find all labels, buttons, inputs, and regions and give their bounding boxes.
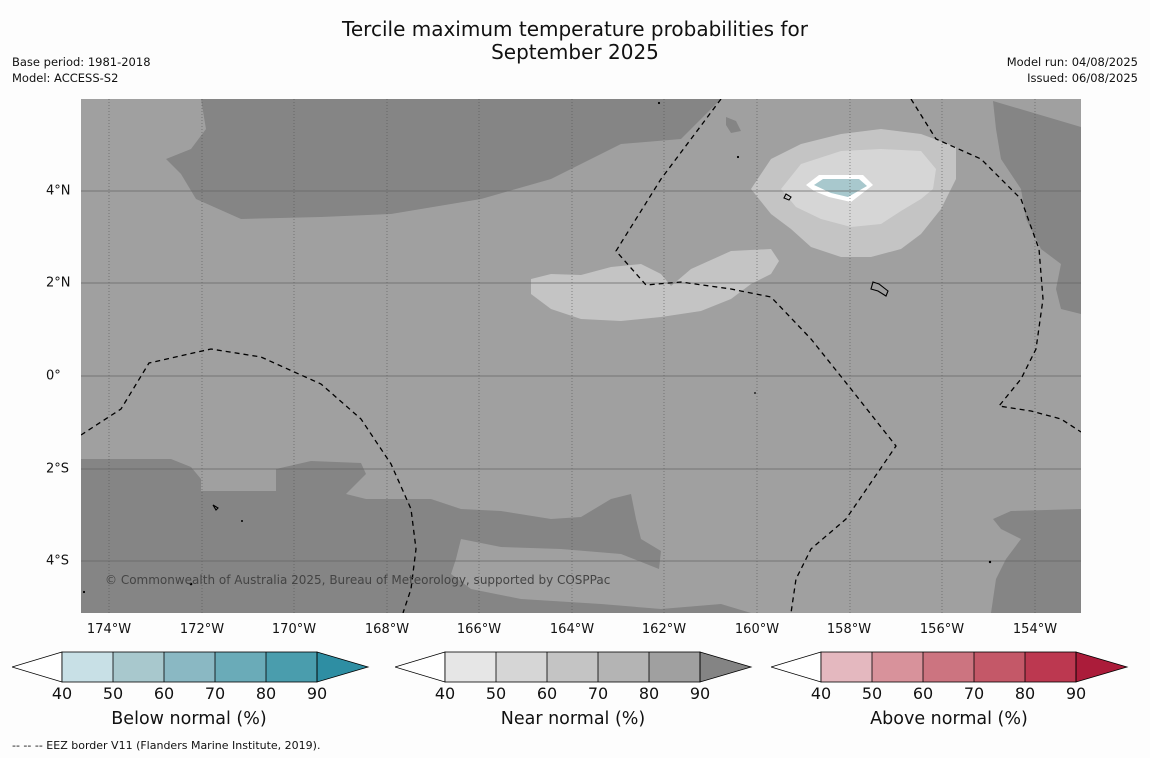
map-svg <box>81 99 1081 613</box>
latitude-lines <box>81 190 1081 562</box>
cb-near-title: Near normal (%) <box>500 709 646 729</box>
cb-above-tick: 40 <box>810 684 832 703</box>
title-line-1: Tercile maximum temperature probabilitie… <box>342 17 808 41</box>
cb-below-title: Below normal (%) <box>111 709 267 729</box>
meta-right: Model run: 04/08/2025 Issued: 06/08/2025 <box>1007 54 1138 86</box>
probability-map: © Commonwealth of Australia 2025, Bureau… <box>81 99 1081 613</box>
cb-below-swatch <box>113 652 164 682</box>
lon-label: 162°W <box>641 622 687 637</box>
cb-below-swatch <box>164 652 215 682</box>
islet-4 <box>189 582 193 586</box>
island-3 <box>212 504 219 511</box>
lon-label: 154°W <box>1012 622 1058 637</box>
lon-label: 170°W <box>271 622 317 637</box>
dark-region-east <box>993 101 1081 314</box>
meta-left: Base period: 1981-2018 Model: ACCESS-S2 <box>12 54 151 86</box>
cb-above-swatch <box>821 652 872 682</box>
cb-above-arrow-right <box>1075 651 1129 683</box>
islet-3 <box>754 392 756 394</box>
eez-borders <box>81 99 1081 613</box>
lat-label: 2°N <box>46 275 71 291</box>
cb-above-swatch <box>872 652 923 682</box>
cb-near-arrow-right <box>699 651 753 683</box>
cb-near-tick: 40 <box>434 684 456 703</box>
cb-near-tick: 50 <box>485 684 507 703</box>
colorbar-near-normal <box>395 651 753 683</box>
cb-below-tick: 70 <box>204 684 226 703</box>
lat-label: 4°N <box>46 183 71 199</box>
cb-near-arrow-left <box>395 651 446 683</box>
cb-below-arrow-right <box>316 651 370 683</box>
lon-label: 172°W <box>179 622 225 637</box>
eez-border-west <box>81 348 417 613</box>
cb-below-swatch <box>62 652 113 682</box>
eez-footnote: -- -- -- EEZ border V11 (Flanders Marine… <box>12 739 321 752</box>
issued-text: Issued: 06/08/2025 <box>1027 71 1138 85</box>
islands <box>212 193 889 511</box>
cb-above-tick: 60 <box>912 684 934 703</box>
cb-above-swatch <box>923 652 974 682</box>
lon-label: 164°W <box>549 622 595 637</box>
dark-region-north-islet <box>726 117 741 133</box>
cb-above-tick: 90 <box>1065 684 1087 703</box>
cb-below-swatch <box>215 652 266 682</box>
islet-5 <box>241 520 243 522</box>
cb-near-swatch <box>496 652 547 682</box>
dark-region-south <box>81 459 751 613</box>
cb-below-swatch <box>266 652 317 682</box>
cb-below-tick: 90 <box>306 684 328 703</box>
cb-near-tick: 90 <box>689 684 711 703</box>
cb-below-arrow-left <box>12 651 63 683</box>
title-line-2: September 2025 <box>491 40 659 64</box>
eez-border-east <box>910 99 1081 433</box>
cb-above-tick: 80 <box>1014 684 1036 703</box>
islet-2 <box>736 155 740 159</box>
lat-label: 4°S <box>46 553 70 569</box>
light-region-center <box>531 249 779 321</box>
cb-above-tick: 70 <box>963 684 985 703</box>
chart-title: Tercile maximum temperature probabilitie… <box>0 18 1150 64</box>
cb-above-title: Above normal (%) <box>870 709 1028 729</box>
lon-label: 160°W <box>734 622 780 637</box>
dark-region-north <box>166 99 721 219</box>
cb-near-tick: 60 <box>536 684 558 703</box>
cb-below-tick: 80 <box>255 684 277 703</box>
eez-border-center <box>615 99 897 613</box>
cb-near-tick: 80 <box>638 684 660 703</box>
cb-near-swatch <box>445 652 496 682</box>
island-2 <box>870 281 889 297</box>
lon-label: 174°W <box>86 622 132 637</box>
cb-below-tick: 60 <box>153 684 175 703</box>
cb-above-swatch <box>974 652 1025 682</box>
lon-label: 158°W <box>826 622 872 637</box>
model-text: Model: ACCESS-S2 <box>12 71 119 85</box>
lat-label: 2°S <box>46 461 70 477</box>
below-normal-patch-inner <box>814 179 867 197</box>
cb-near-swatch <box>547 652 598 682</box>
lon-label: 168°W <box>364 622 410 637</box>
cb-near-tick: 70 <box>587 684 609 703</box>
cb-above-arrow-left <box>771 651 822 683</box>
model-run-text: Model run: 04/08/2025 <box>1006 55 1138 69</box>
cb-above-tick: 50 <box>861 684 883 703</box>
islet-1 <box>657 101 661 105</box>
cb-above-swatch <box>1025 652 1076 682</box>
lon-label: 166°W <box>456 622 502 637</box>
copyright-notice: © Commonwealth of Australia 2025, Bureau… <box>105 573 611 587</box>
colorbar-below-normal <box>12 651 370 683</box>
cb-near-swatch <box>649 652 700 682</box>
dark-region-northeast <box>991 99 1081 129</box>
colorbar-above-normal <box>771 651 1129 683</box>
islets <box>82 101 992 594</box>
cb-below-tick: 40 <box>51 684 73 703</box>
lon-label: 156°W <box>919 622 965 637</box>
islet-7 <box>988 560 992 564</box>
cb-below-tick: 50 <box>102 684 124 703</box>
islet-6 <box>82 590 86 594</box>
cb-near-swatch <box>598 652 649 682</box>
island-1 <box>783 193 792 201</box>
base-period-text: Base period: 1981-2018 <box>12 55 151 69</box>
lat-label: 0° <box>46 368 61 384</box>
